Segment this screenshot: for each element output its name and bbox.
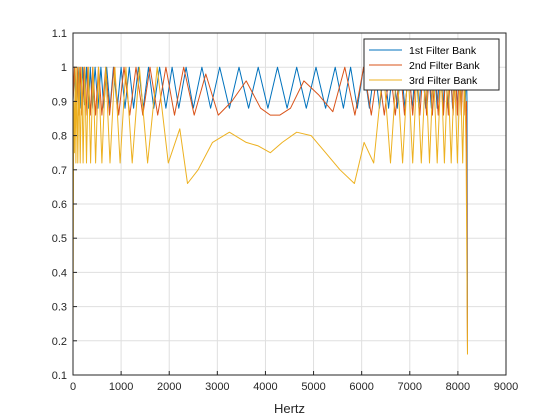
legend-label: 2nd Filter Bank [409, 60, 480, 72]
ticks: 0 1000 2000 3000 4000 5000 6000 7000 8000 9000 0.1… [52, 28, 519, 393]
y-tick-label: 0.4 [52, 267, 67, 279]
y-tick-label: 0.7 [52, 165, 67, 177]
x-tick-label: 6000 [349, 381, 373, 393]
y-tick-label: 1.1 [52, 28, 67, 40]
y-tick-label: 0.8 [52, 131, 67, 143]
x-tick-label: 5000 [301, 381, 325, 393]
series-line-2 [72, 66, 468, 355]
y-tick-label: 0.1 [52, 370, 67, 382]
x-tick-label: 3000 [205, 381, 229, 393]
x-tick-label: 9000 [494, 381, 518, 393]
x-tick-label: 7000 [398, 381, 422, 393]
x-axis-label: Hertz [274, 401, 305, 416]
y-tick-label: 0.6 [52, 199, 67, 211]
legend[interactable]: 1st Filter Bank 2nd Filter Bank 3rd Filter… [363, 38, 500, 91]
y-tick-label: 0.5 [52, 233, 67, 245]
y-tick-label: 1 [61, 62, 67, 74]
y-tick-label: 0.9 [52, 96, 67, 108]
x-tick-label: 2000 [157, 381, 181, 393]
x-tick-label: 4000 [253, 381, 277, 393]
y-tick-label: 0.3 [52, 302, 67, 314]
legend-label: 1st Filter Bank [409, 45, 477, 57]
x-tick-label: 8000 [446, 381, 470, 393]
legend-label: 3rd Filter Bank [409, 75, 478, 87]
x-tick-label: 1000 [109, 381, 133, 393]
x-tick-label: 0 [70, 381, 76, 393]
y-tick-label: 0.2 [52, 336, 67, 348]
series-line-3 [72, 66, 468, 355]
